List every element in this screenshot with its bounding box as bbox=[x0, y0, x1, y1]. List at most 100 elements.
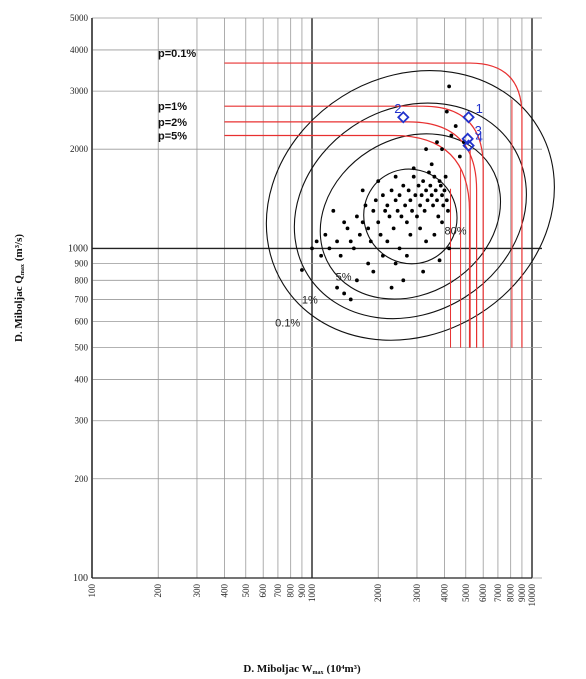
observation-point bbox=[437, 258, 442, 263]
observation-point bbox=[393, 198, 398, 203]
observation-point bbox=[371, 208, 376, 213]
observation-point bbox=[351, 246, 356, 251]
observation-point bbox=[355, 214, 359, 219]
x-tick-label: 400 bbox=[219, 584, 229, 598]
marked-point-diamond bbox=[397, 110, 410, 124]
observation-point bbox=[457, 154, 462, 159]
observation-point bbox=[348, 239, 353, 244]
observation-point bbox=[327, 246, 332, 251]
observation-point bbox=[446, 208, 450, 213]
observation-point bbox=[435, 140, 439, 145]
observation-point bbox=[436, 214, 441, 219]
observation-point bbox=[300, 268, 304, 272]
y-tick-label: 500 bbox=[75, 343, 89, 353]
observation-point bbox=[442, 188, 447, 193]
observation-point bbox=[405, 253, 409, 258]
x-tick-label: 600 bbox=[258, 584, 268, 598]
probability-contour bbox=[293, 102, 527, 320]
probability-contours bbox=[265, 70, 555, 341]
contour-label: 1% bbox=[302, 295, 318, 307]
y-tick-label: 3000 bbox=[70, 86, 89, 96]
observation-point bbox=[403, 203, 408, 208]
observation-point bbox=[401, 278, 406, 283]
x-tick-label: 500 bbox=[241, 584, 251, 598]
y-tick-label: 800 bbox=[75, 275, 89, 285]
observation-point bbox=[418, 203, 422, 208]
marked-point-label: 3 bbox=[475, 123, 482, 138]
probability-contour bbox=[319, 133, 502, 300]
observation-point bbox=[393, 261, 398, 266]
x-tick-label: 800 bbox=[286, 584, 296, 598]
observation-point bbox=[363, 203, 368, 208]
observation-point bbox=[389, 285, 394, 290]
observation-point bbox=[410, 208, 414, 213]
observation-point bbox=[371, 269, 376, 274]
observation-point bbox=[357, 232, 362, 237]
y-tick-label: 2000 bbox=[70, 144, 89, 154]
marked-point-diamond bbox=[462, 139, 475, 152]
observation-point bbox=[383, 208, 388, 213]
y-tick-label: 4000 bbox=[70, 45, 89, 55]
observation-point bbox=[323, 232, 328, 237]
return-period-curve bbox=[224, 134, 471, 348]
marked-point-label: 4 bbox=[476, 130, 483, 145]
y-tick-label: 900 bbox=[75, 258, 89, 268]
x-tick-label: 8000 bbox=[506, 584, 516, 603]
observation-point bbox=[385, 203, 390, 208]
observation-point bbox=[338, 253, 343, 258]
observation-point bbox=[425, 198, 430, 203]
y-tick-label: 600 bbox=[75, 317, 89, 327]
observation-point bbox=[380, 193, 385, 198]
observation-point bbox=[366, 261, 371, 266]
x-tick-label: 100 bbox=[87, 584, 97, 598]
observation-point bbox=[418, 226, 422, 231]
observation-point bbox=[345, 226, 350, 231]
observation-point bbox=[428, 183, 433, 188]
observation-point bbox=[440, 193, 444, 198]
observation-point bbox=[348, 297, 353, 302]
observation-point bbox=[376, 179, 381, 184]
observation-point bbox=[422, 208, 427, 213]
x-tick-label: 7000 bbox=[493, 584, 503, 603]
observation-point bbox=[378, 232, 383, 237]
axes: 1002003004005006007008009001000200030004… bbox=[68, 13, 537, 607]
marked-points: 2 1 34 bbox=[394, 101, 483, 152]
observed-points bbox=[300, 84, 466, 302]
observation-point bbox=[411, 174, 416, 179]
observation-point bbox=[376, 220, 381, 225]
y-tick-label: 700 bbox=[75, 294, 89, 304]
x-tick-label: 6000 bbox=[478, 584, 488, 603]
contour-label: 0.1% bbox=[275, 317, 300, 329]
observation-point bbox=[416, 183, 421, 188]
observation-point bbox=[413, 193, 418, 198]
observation-point bbox=[440, 220, 444, 225]
marked-point-label: 1 bbox=[476, 101, 483, 116]
observation-point bbox=[310, 246, 314, 251]
observation-point bbox=[387, 214, 392, 219]
y-tick-label: 100 bbox=[73, 573, 88, 584]
observation-point bbox=[360, 188, 365, 193]
observation-point bbox=[421, 269, 426, 274]
observation-point bbox=[368, 239, 373, 244]
marked-point-diamond bbox=[462, 110, 475, 124]
observation-point bbox=[331, 208, 336, 213]
observation-point bbox=[406, 188, 411, 193]
observation-point bbox=[444, 109, 449, 114]
observation-point bbox=[373, 198, 378, 203]
return-period-label: p=0.1% bbox=[158, 48, 196, 60]
y-tick-label: 1000 bbox=[68, 243, 88, 254]
observation-point bbox=[342, 291, 347, 296]
observation-point bbox=[429, 193, 434, 198]
marked-point-label: 2 bbox=[394, 101, 401, 116]
observation-point bbox=[437, 179, 442, 184]
observation-point bbox=[444, 198, 449, 203]
observation-point bbox=[435, 198, 439, 203]
y-tick-label: 5000 bbox=[70, 13, 89, 23]
contour-label: 5% bbox=[336, 271, 352, 283]
observation-point bbox=[453, 124, 458, 128]
x-tick-label: 700 bbox=[273, 584, 283, 598]
x-tick-label: 9000 bbox=[517, 584, 527, 603]
x-tick-label: 3000 bbox=[412, 584, 422, 603]
observation-point bbox=[438, 183, 443, 188]
